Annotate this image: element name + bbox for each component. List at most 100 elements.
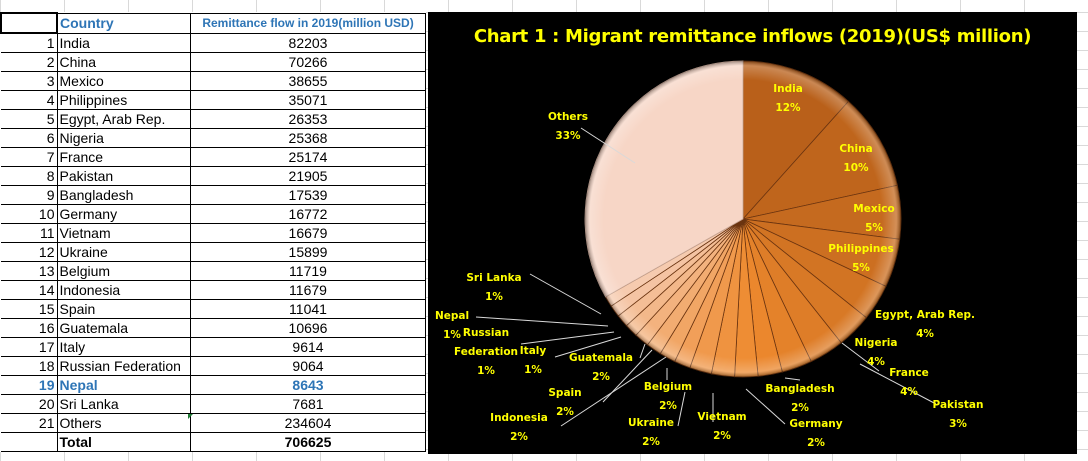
country-cell[interactable]: Guatemala (56, 318, 191, 338)
value-cell[interactable]: 26353 (190, 109, 426, 129)
data-label[interactable]: Germany 2% (756, 415, 876, 453)
row-index[interactable]: 5 (1, 109, 58, 129)
country-cell[interactable]: Spain (56, 299, 191, 319)
row-index[interactable]: 15 (1, 299, 58, 319)
data-label[interactable]: Indonesia 2% (459, 409, 579, 447)
country-cell[interactable]: Ukraine (56, 242, 191, 262)
data-label[interactable]: Spain 2% (505, 384, 625, 422)
leader-line (554, 336, 622, 358)
row-index[interactable]: 1 (1, 32, 58, 53)
row-index[interactable]: 11 (1, 223, 58, 243)
value-cell[interactable]: 15899 (190, 242, 426, 262)
row-index[interactable]: 10 (1, 204, 58, 224)
value-cell[interactable]: 16679 (190, 223, 426, 243)
row-index[interactable]: 9 (1, 185, 58, 205)
country-cell[interactable]: Nigeria (56, 128, 191, 148)
data-label-name: China (839, 143, 873, 155)
data-label-name: Egypt, Arab Rep. (875, 309, 975, 321)
data-label-name: France (889, 367, 929, 379)
value-cell[interactable]: 70266 (190, 52, 426, 72)
value-cell[interactable]: 11041 (190, 299, 426, 319)
data-label[interactable]: Guatemala 2% (541, 349, 661, 387)
value-cell[interactable]: 8643 (190, 375, 426, 395)
value-cell[interactable]: 38655 (190, 71, 426, 91)
country-header[interactable]: Country (56, 12, 191, 34)
row-index[interactable]: 20 (1, 394, 58, 414)
row-index[interactable]: 3 (1, 71, 58, 91)
total-label[interactable]: Total (56, 432, 191, 452)
row-index[interactable] (1, 432, 58, 452)
data-label[interactable]: Nigeria 4% (816, 334, 936, 372)
row-index[interactable]: 18 (1, 356, 58, 376)
country-cell[interactable]: Egypt, Arab Rep. (56, 109, 191, 129)
country-cell[interactable]: Nepal (56, 375, 191, 395)
data-label[interactable]: France 4% (849, 364, 969, 402)
row-index[interactable]: 4 (1, 90, 58, 110)
value-cell[interactable]: 234604 (190, 413, 426, 433)
data-label[interactable]: Philippines 5% (801, 240, 921, 278)
country-cell[interactable]: India (56, 32, 191, 53)
data-label[interactable]: Ukraine 2% (591, 414, 711, 452)
row-index[interactable]: 7 (1, 147, 58, 167)
value-cell[interactable]: 17539 (190, 185, 426, 205)
pie-chart[interactable]: Chart 1 : Migrant remittance inflows (20… (428, 12, 1077, 454)
data-label[interactable]: Others 33% (508, 108, 628, 146)
data-label[interactable]: India 12% (728, 80, 848, 118)
row-index[interactable]: 6 (1, 128, 58, 148)
country-cell[interactable]: Philippines (56, 90, 191, 110)
country-cell[interactable]: Bangladesh (56, 185, 191, 205)
value-cell[interactable]: 35071 (190, 90, 426, 110)
table-row: 18 Russian Federation 9064 (1, 356, 426, 376)
data-label[interactable]: Mexico 5% (814, 200, 934, 238)
row-index[interactable]: 16 (1, 318, 58, 338)
country-cell[interactable]: Sri Lanka (56, 394, 191, 414)
country-cell[interactable]: Vietnam (56, 223, 191, 243)
country-cell[interactable]: Pakistan (56, 166, 191, 186)
country-cell[interactable]: Mexico (56, 71, 191, 91)
country-cell[interactable]: Others (56, 413, 191, 433)
value-cell[interactable]: 16772 (190, 204, 426, 224)
table-row: 9 Bangladesh 17539 (1, 185, 426, 205)
total-value[interactable]: 706625 (190, 432, 426, 452)
value-cell[interactable]: 25174 (190, 147, 426, 167)
data-label[interactable]: Belgium 2% (608, 378, 728, 416)
value-cell[interactable]: 21905 (190, 166, 426, 186)
row-index[interactable]: 8 (1, 166, 58, 186)
data-label[interactable]: Vietnam 2% (662, 408, 782, 446)
remittance-header[interactable]: Remittance flow in 2019(million USD) (190, 12, 426, 34)
country-cell[interactable]: Indonesia (56, 280, 191, 300)
selected-cell[interactable] (0, 12, 58, 34)
row-index[interactable]: 19 (1, 375, 58, 395)
country-cell[interactable]: China (56, 52, 191, 72)
value-cell[interactable]: 9614 (190, 337, 426, 357)
value-cell[interactable]: 82203 (190, 32, 426, 53)
country-cell[interactable]: Italy (56, 337, 191, 357)
data-label[interactable]: Egypt, Arab Rep. 4% (865, 306, 985, 344)
data-label[interactable]: Russian Federation 1% (426, 324, 546, 381)
data-label[interactable]: Sri Lanka 1% (434, 269, 554, 307)
value-cell[interactable]: 25368 (190, 128, 426, 148)
leader-line (639, 343, 646, 359)
data-label[interactable]: Pakistan 3% (898, 396, 1018, 434)
country-cell[interactable]: Belgium (56, 261, 191, 281)
data-label[interactable]: Italy 1% (473, 342, 593, 380)
data-label[interactable]: China 10% (796, 140, 916, 178)
data-label[interactable]: Bangladesh 2% (740, 380, 860, 418)
row-index[interactable]: 12 (1, 242, 58, 262)
data-label-percent: 5% (852, 262, 870, 274)
row-index[interactable]: 13 (1, 261, 58, 281)
value-cell[interactable]: 11719 (190, 261, 426, 281)
row-index[interactable]: 2 (1, 52, 58, 72)
row-index[interactable]: 14 (1, 280, 58, 300)
value-cell[interactable]: 7681 (190, 394, 426, 414)
country-cell[interactable]: France (56, 147, 191, 167)
row-index[interactable]: 21 (1, 413, 58, 433)
value-cell[interactable]: 9064 (190, 356, 426, 376)
value-cell[interactable]: 11679 (190, 280, 426, 300)
country-cell[interactable]: Germany (56, 204, 191, 224)
data-label-name: Mexico (853, 203, 895, 215)
data-label[interactable]: Nepal 1% (392, 307, 512, 345)
value-cell[interactable]: 10696 (190, 318, 426, 338)
row-index[interactable]: 17 (1, 337, 58, 357)
country-cell[interactable]: Russian Federation (56, 356, 191, 376)
